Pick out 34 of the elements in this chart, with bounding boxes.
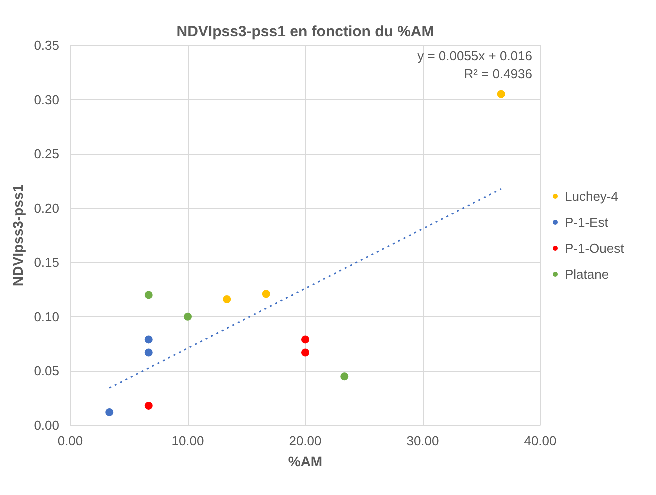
y-tick-label: 0.05: [34, 364, 60, 379]
point: [262, 290, 270, 298]
x-tick-label: 30.00: [406, 434, 440, 448]
point: [223, 296, 232, 304]
y-tick-label: 0.30: [34, 92, 60, 108]
x-tick-label: 10.00: [172, 434, 204, 448]
point: [340, 372, 349, 381]
point: [184, 312, 192, 321]
legend-label: P-1-Ouest: [565, 240, 624, 256]
x-axis-title: %AM: [288, 454, 323, 470]
y-tick-label: 0.15: [34, 255, 60, 270]
legend-label: Platane: [565, 266, 610, 282]
point: [144, 291, 153, 300]
y-tick-label: 0.20: [34, 200, 60, 216]
x-tick-label: 20.00: [289, 434, 322, 448]
y-tick-label: 0.00: [34, 418, 60, 433]
legend-label: P-1-Est: [565, 214, 608, 230]
point: [302, 348, 310, 357]
x-tick-label: 40.00: [524, 434, 557, 448]
point: [144, 348, 153, 357]
point: [144, 402, 153, 410]
y-tick-label: 0.10: [34, 309, 60, 324]
y-axis-title: NDVIpss3-pss1: [10, 184, 26, 286]
annotation: R² = 0.4936: [464, 66, 532, 82]
point: [144, 336, 153, 344]
y-tick-label: 0.35: [34, 38, 60, 53]
y-tick-label: 0.25: [34, 146, 60, 162]
point: [497, 90, 506, 98]
point: [106, 408, 114, 416]
x-tick-label: 0.00: [58, 434, 84, 448]
point: [302, 336, 310, 344]
annotation: y = 0.0055x + 0.016: [418, 48, 533, 64]
chart-title: NDVIpss3-pss1 en fonction du %AM: [176, 24, 434, 40]
legend-label: Luchey-4: [565, 188, 618, 204]
